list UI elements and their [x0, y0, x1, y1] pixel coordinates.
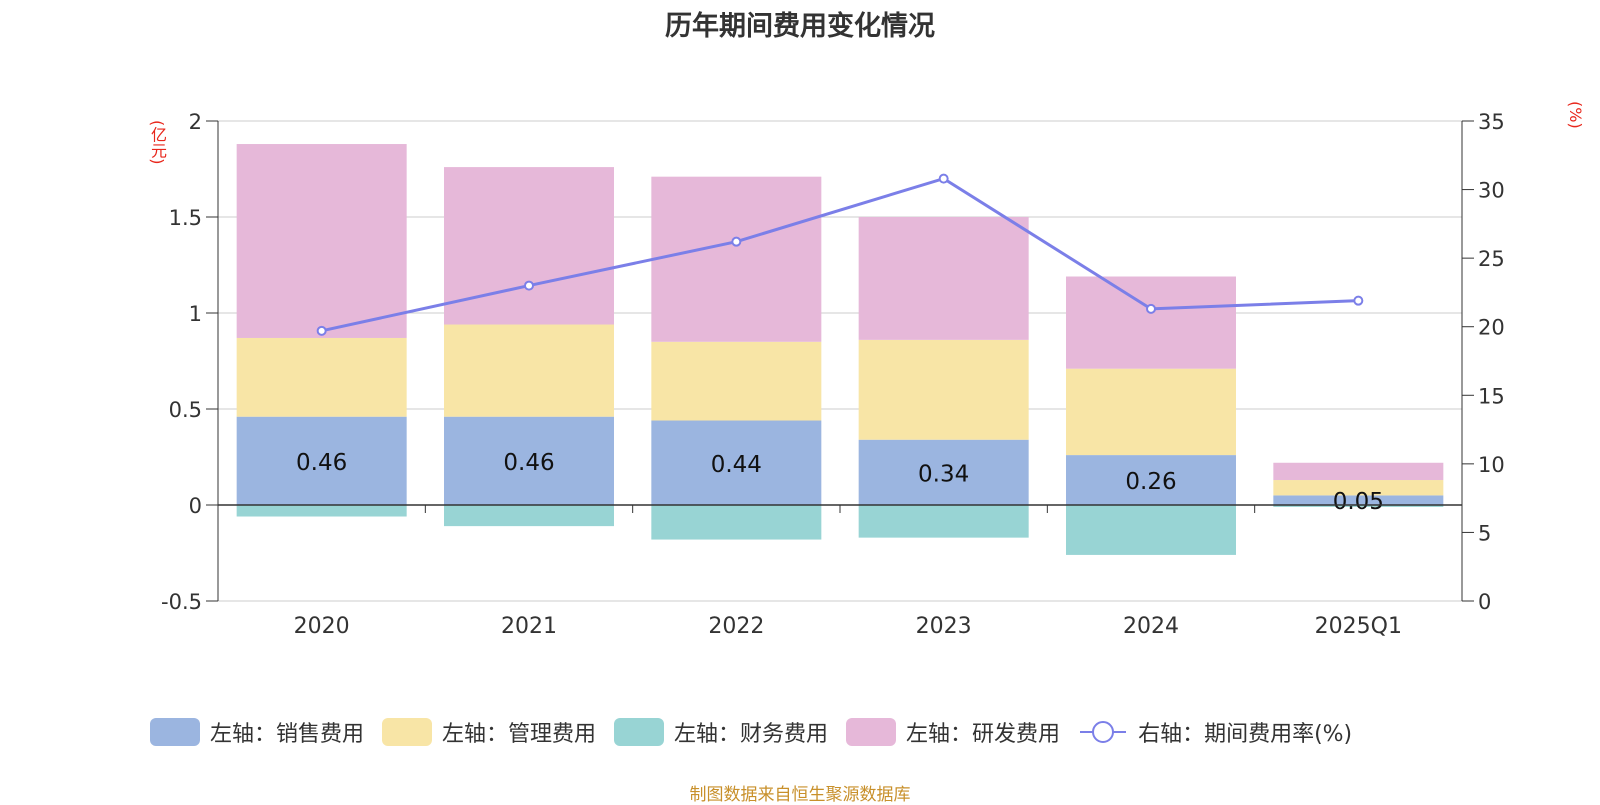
left-tick-label: 1.5	[169, 206, 202, 230]
bar-sales	[444, 416, 614, 505]
legend-swatch-sales	[150, 718, 200, 746]
right-tick-label: 25	[1478, 247, 1505, 271]
bar-admin	[1066, 368, 1236, 456]
bar-finance	[858, 505, 1029, 538]
rate-point	[316, 325, 327, 336]
right-tick-label: 30	[1478, 179, 1505, 203]
right-tick-label: 15	[1478, 384, 1505, 408]
right-tick-label: 5	[1478, 521, 1491, 545]
bar-finance	[444, 505, 614, 527]
left-tick-label: -0.5	[161, 590, 202, 614]
legend-swatch-rd	[846, 718, 897, 746]
bar-data-label: 0.44	[711, 452, 762, 478]
legend-item-rate[interactable]: 右轴：期间费用率(%)	[1078, 716, 1352, 748]
legend-label-admin: 左轴：管理费用	[442, 722, 597, 747]
data-source-note: 制图数据来自恒生聚源数据库	[689, 785, 911, 805]
x-tick-label: 2024	[1123, 614, 1179, 639]
left-tick-label: 1	[189, 302, 202, 326]
rate-point	[731, 236, 742, 247]
legend-line-marker-icon	[1080, 721, 1127, 743]
x-tick-label: 2025Q1	[1315, 614, 1402, 639]
bar-sales	[651, 420, 822, 505]
legend-swatch-finance	[614, 718, 665, 746]
left-tick-label: 0.5	[169, 398, 202, 422]
right-tick-label: 10	[1478, 453, 1505, 477]
bar-rd	[1066, 276, 1236, 369]
bar-admin	[858, 339, 1029, 440]
bar-finance	[1273, 505, 1444, 507]
bar-sales	[1066, 455, 1236, 505]
legend-item-rd[interactable]: 左轴：研发费用	[846, 716, 1060, 748]
bar-rd	[1273, 462, 1444, 481]
chart-legend: 左轴：销售费用 左轴：管理费用 左轴：财务费用 左轴：研发费用 右轴：期间费用率…	[150, 716, 1370, 748]
left-axis-unit: (亿元)	[148, 120, 167, 165]
legend-label-sales: 左轴：销售费用	[210, 722, 365, 747]
x-tick-label: 2023	[916, 614, 972, 639]
x-tick-label: 2021	[501, 614, 557, 639]
bar-rd	[858, 217, 1029, 340]
bar-sales	[236, 416, 407, 505]
bar-admin	[651, 341, 822, 421]
bar-data-label: 0.46	[296, 450, 347, 476]
bar-data-label: 0.46	[503, 450, 554, 476]
bar-rd	[651, 176, 822, 342]
bar-finance	[1066, 505, 1236, 555]
legend-label-rate: 右轴：期间费用率(%)	[1138, 722, 1353, 747]
bar-rd	[236, 144, 407, 338]
rate-point	[1353, 295, 1364, 306]
rate-point	[524, 280, 534, 291]
bar-finance	[651, 505, 822, 540]
rate-point	[1146, 303, 1156, 314]
bar-admin	[236, 337, 407, 417]
right-tick-label: 35	[1478, 110, 1505, 134]
bar-data-label: 0.26	[1125, 469, 1176, 495]
left-tick-label: 2	[189, 110, 202, 134]
bar-finance	[236, 505, 407, 517]
left-tick-label: 0	[189, 494, 202, 518]
bar-data-label: 0.05	[1333, 489, 1384, 515]
x-tick-label: 2022	[708, 614, 764, 639]
legend-label-finance: 左轴：财务费用	[674, 722, 829, 747]
legend-item-sales[interactable]: 左轴：销售费用	[150, 716, 364, 748]
bar-sales	[1273, 495, 1444, 505]
bar-rd	[444, 167, 614, 325]
rate-line	[321, 176, 1359, 333]
bar-data-label: 0.34	[918, 461, 969, 487]
x-tick-label: 2020	[294, 614, 350, 639]
legend-swatch-admin	[382, 718, 433, 746]
chart-title: 历年期间费用变化情况	[665, 11, 935, 42]
right-tick-label: 0	[1478, 590, 1491, 614]
bar-admin	[444, 324, 614, 417]
legend-label-rd: 左轴：研发费用	[906, 722, 1061, 747]
legend-item-finance[interactable]: 左轴：财务费用	[614, 716, 828, 748]
bar-admin	[1273, 480, 1444, 496]
right-axis-unit: (%)	[1566, 101, 1585, 129]
bar-sales	[858, 439, 1029, 505]
right-tick-label: 20	[1478, 316, 1505, 340]
rate-point	[938, 173, 949, 184]
legend-item-admin[interactable]: 左轴：管理费用	[382, 716, 596, 748]
